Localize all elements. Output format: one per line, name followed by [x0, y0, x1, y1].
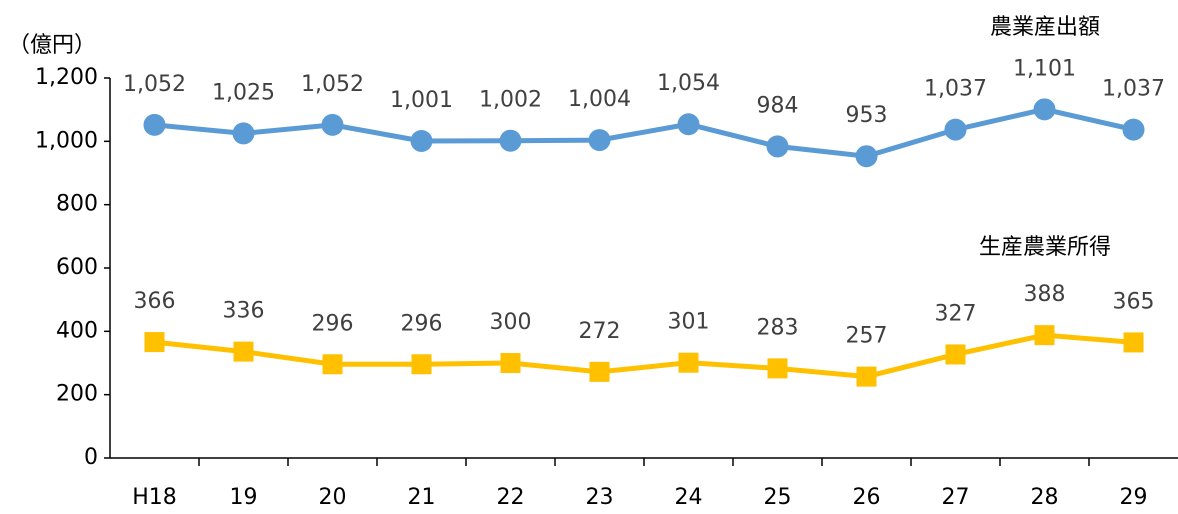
y-axis-label: （億円） — [8, 33, 96, 58]
data-label: 1,004 — [568, 87, 631, 112]
marker — [321, 113, 344, 136]
marker — [233, 341, 254, 362]
data-label: 301 — [668, 310, 710, 335]
data-label: 984 — [757, 93, 799, 118]
marker — [1122, 118, 1145, 141]
data-label: 327 — [935, 301, 977, 326]
data-label: 1,025 — [212, 80, 275, 105]
data-label: 1,001 — [390, 88, 453, 113]
data-label: 257 — [846, 324, 888, 349]
x-tick-label: 22 — [497, 485, 525, 510]
series-label: 生産農業所得 — [979, 235, 1111, 260]
marker — [766, 135, 789, 158]
data-label: 272 — [579, 319, 621, 344]
y-tick-label: 600 — [56, 255, 98, 280]
marker — [1034, 325, 1055, 346]
marker — [1033, 98, 1056, 121]
line — [154, 106, 1135, 159]
x-tick-label: 19 — [230, 485, 258, 510]
data-label: 365 — [1113, 289, 1155, 314]
data-label: 1,037 — [1102, 77, 1165, 102]
marker — [410, 130, 433, 153]
y-tick-label: 200 — [56, 382, 98, 407]
x-tick-label: 28 — [1031, 485, 1059, 510]
data-label: 336 — [223, 299, 265, 324]
marker — [677, 113, 700, 136]
marker — [855, 145, 878, 168]
data-label: 1,002 — [479, 88, 542, 113]
data-label: 1,054 — [657, 71, 720, 96]
line — [154, 332, 1134, 380]
series-label: 農業産出額 — [990, 15, 1100, 40]
data-label: 1,037 — [924, 77, 987, 102]
data-label: 296 — [312, 311, 354, 336]
y-tick-label: 400 — [56, 318, 98, 343]
marker — [945, 344, 966, 365]
data-label: 366 — [134, 289, 176, 314]
marker — [500, 353, 521, 373]
marker — [767, 358, 788, 379]
x-tick-label: 24 — [675, 485, 703, 510]
marker — [499, 129, 522, 152]
x-tick-label: 21 — [408, 485, 436, 510]
data-label: 283 — [757, 315, 799, 340]
marker — [944, 118, 967, 141]
data-label: 296 — [401, 311, 443, 336]
x-tick-label: 26 — [853, 485, 881, 510]
marker — [589, 361, 610, 382]
data-label: 1,052 — [301, 72, 364, 97]
marker — [678, 352, 699, 373]
marker — [411, 354, 432, 375]
y-tick-label: 800 — [56, 192, 98, 217]
data-label: 300 — [490, 310, 532, 335]
x-tick-label: 27 — [942, 485, 970, 510]
y-tick-label: 0 — [84, 445, 98, 470]
x-tick-label: 20 — [319, 485, 347, 510]
marker — [322, 354, 343, 375]
data-label: 1,101 — [1013, 56, 1076, 81]
data-label: 953 — [846, 103, 888, 128]
x-tick-label: H18 — [132, 485, 177, 510]
y-tick-label: 1,200 — [35, 65, 98, 90]
marker — [1123, 332, 1144, 353]
marker — [232, 122, 255, 145]
marker — [144, 332, 165, 353]
x-tick-label: 23 — [586, 485, 614, 510]
marker — [143, 113, 166, 136]
marker — [856, 366, 877, 387]
data-label: 388 — [1024, 282, 1066, 307]
y-tick-label: 1,000 — [35, 128, 98, 153]
marker — [588, 129, 611, 152]
x-tick-label: 29 — [1120, 485, 1148, 510]
data-label: 1,052 — [123, 72, 186, 97]
x-tick-label: 25 — [764, 485, 792, 510]
